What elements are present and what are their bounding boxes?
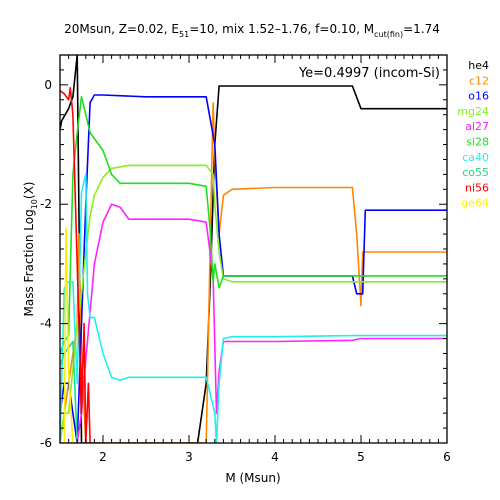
series-line-ni56: [60, 87, 91, 443]
annotation-ye: Ye=0.4997 (incom-Si): [298, 66, 440, 81]
series-line-al27: [60, 203, 447, 443]
y-tick-label: -4: [40, 317, 52, 331]
legend: he4 c12 o16 mg24 al27 si28 ca40 co55 ni56 ge64: [457, 59, 489, 210]
legend-item-co55: co55: [462, 166, 489, 179]
legend-item-ge64: ge64: [461, 197, 489, 210]
series-line-c12: [60, 102, 447, 443]
chart-title-sub-a: 51: [179, 30, 189, 39]
legend-item-o16: o16: [468, 90, 489, 103]
chart-title: 20Msun, Z=0.02, E51=10, mix 1.52–1.76, f…: [64, 22, 440, 39]
y-axis-label-sub: 10: [30, 199, 39, 209]
x-tick-label: 6: [443, 450, 451, 464]
series-line-ge64: [63, 227, 74, 443]
series-line-mg24: [60, 164, 447, 443]
x-tick-label: 3: [185, 450, 193, 464]
series-line-si28: [60, 96, 447, 354]
legend-item-al27: al27: [465, 120, 489, 133]
legend-item-mg24: mg24: [457, 105, 489, 118]
y-tick-label: -6: [40, 436, 52, 450]
y-axis-label: Mass Fraction Log10(X): [22, 182, 39, 317]
x-axis-label: M (Msun): [225, 471, 280, 485]
series-line-he4: [60, 55, 447, 443]
x-tick-label: 5: [357, 450, 365, 464]
legend-item-si28: si28: [466, 136, 489, 149]
series-line-o16: [60, 94, 447, 443]
y-axis-label-part-a: Mass Fraction Log: [22, 209, 36, 316]
y-tick-label: 0: [44, 78, 52, 92]
chart-title-part-c: =1.74: [403, 22, 440, 36]
plot-frame: [59, 54, 448, 444]
y-axis-label-part-b: (X): [22, 182, 36, 200]
chart-title-part-a: 20Msun, Z=0.02, E: [64, 22, 179, 36]
series-line-ca40: [60, 173, 447, 443]
chart-title-part-b: =10, mix 1.52–1.76, f=0.10, M: [189, 22, 374, 36]
axes-layer: 2 3 4 5 6 0 -2 -4 -6: [40, 54, 451, 464]
x-tick-label: 2: [99, 450, 107, 464]
legend-item-c12: c12: [469, 74, 489, 87]
legend-item-ca40: ca40: [462, 151, 489, 164]
legend-item-ni56: ni56: [465, 181, 489, 194]
series-layer: [60, 55, 447, 443]
y-tick-label: -2: [40, 197, 52, 211]
legend-item-he4: he4: [468, 59, 489, 72]
x-tick-label: 4: [271, 450, 279, 464]
chart-title-sub-b: cut(fin): [374, 30, 403, 39]
